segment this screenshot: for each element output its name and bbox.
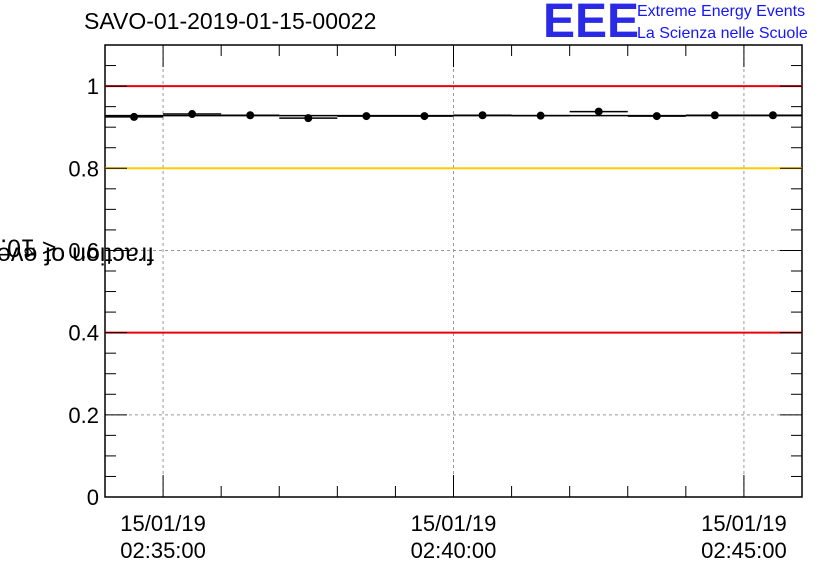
grid-lines: [105, 45, 802, 497]
y-tick-label: 1: [87, 74, 99, 99]
data-series: [105, 107, 802, 123]
y-tick-label: 0.4: [68, 321, 99, 346]
data-point: [304, 114, 313, 123]
data-point: [478, 111, 487, 120]
y-tick-label: 0.8: [68, 156, 99, 181]
logo-text-line1: Extreme Energy Events: [637, 3, 806, 20]
x-tick-label-date: 15/01/19: [701, 511, 787, 536]
data-point: [710, 111, 719, 120]
logo-text-line2: La Scienza nelle Scuole: [637, 25, 808, 42]
x-tick-label-date: 15/01/19: [120, 511, 206, 536]
data-point: [362, 112, 371, 121]
data-point: [130, 112, 139, 121]
data-point: [594, 107, 603, 116]
data-point: [246, 111, 255, 120]
y-tick-label: 0.6: [68, 238, 99, 263]
data-point: [536, 111, 545, 120]
x-tick-label-date: 15/01/19: [411, 511, 497, 536]
y-tick-label: 0.2: [68, 403, 99, 428]
data-point: [188, 110, 197, 119]
x-tick-label-time: 02:45:00: [701, 538, 787, 563]
data-point: [420, 112, 429, 121]
x-tick-label-time: 02:35:00: [120, 538, 206, 563]
reference-lines: [105, 85, 802, 334]
eee-logo: EEE Extreme Energy Events La Scienza nel…: [543, 0, 833, 48]
y-tick-label: 0: [87, 485, 99, 510]
data-point: [768, 111, 777, 120]
chart-title: SAVO-01-2019-01-15-00022: [84, 8, 377, 34]
y-axis-label-suffix: < 10.0: [0, 233, 57, 262]
x-tick-label-time: 02:40:00: [411, 538, 497, 563]
data-point: [652, 112, 661, 121]
logo-mark: EEE: [543, 0, 640, 48]
axis-ticks: 00.20.40.60.8115/01/1902:35:0015/01/1902…: [68, 44, 803, 563]
